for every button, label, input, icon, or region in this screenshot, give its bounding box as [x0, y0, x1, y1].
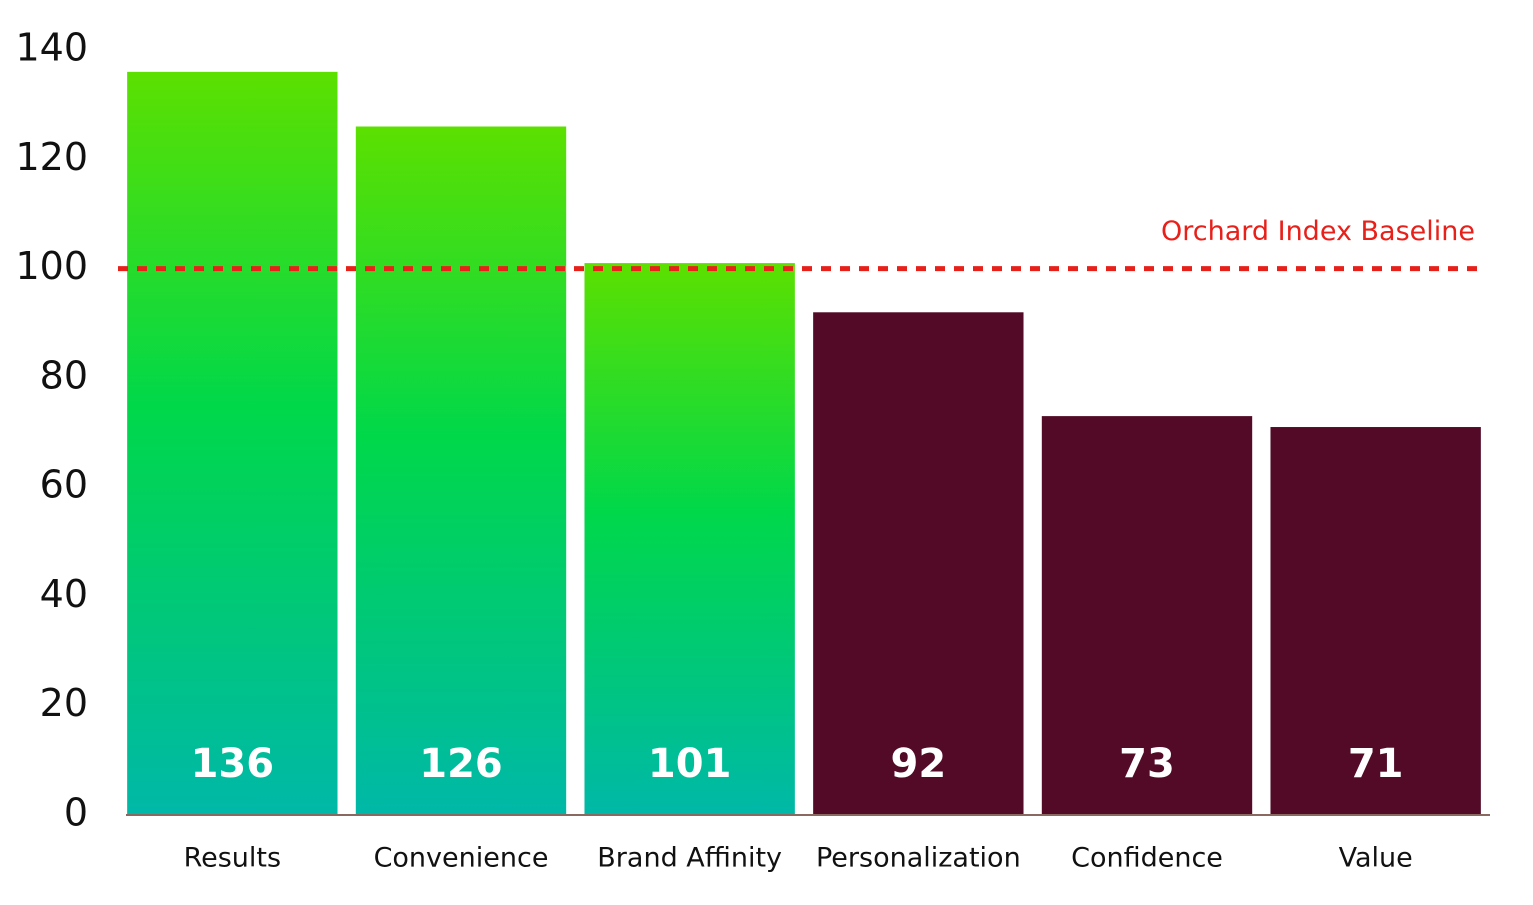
y-tick-label: 60 [40, 463, 88, 507]
y-tick-label: 120 [15, 135, 88, 179]
x-tick-label: Brand Affinity [597, 843, 782, 874]
reference-label: Orchard Index Baseline [1161, 216, 1475, 247]
value-label: 101 [648, 741, 732, 787]
bar [127, 71, 338, 816]
bar [355, 126, 567, 815]
y-tick-label: 140 [15, 26, 88, 70]
x-tick-label: Personalization [816, 843, 1021, 874]
value-label: 126 [419, 741, 503, 787]
y-tick-label: 40 [40, 572, 88, 616]
y-tick-label: 100 [15, 244, 88, 288]
x-tick-label: Results [184, 843, 282, 874]
y-tick-label: 80 [40, 353, 88, 397]
value-label: 136 [191, 741, 275, 787]
y-tick-label: 0 [64, 791, 88, 835]
bar [1041, 416, 1253, 815]
x-tick-label: Convenience [374, 843, 549, 874]
value-label: 92 [890, 741, 946, 787]
bar [813, 312, 1024, 815]
x-tick-label: Value [1339, 843, 1413, 874]
x-tick-label: Confidence [1071, 843, 1223, 874]
value-label: 71 [1348, 741, 1404, 787]
bar [584, 263, 795, 815]
y-tick-label: 20 [40, 681, 88, 725]
value-label: 73 [1119, 741, 1175, 787]
bar [1270, 427, 1481, 815]
